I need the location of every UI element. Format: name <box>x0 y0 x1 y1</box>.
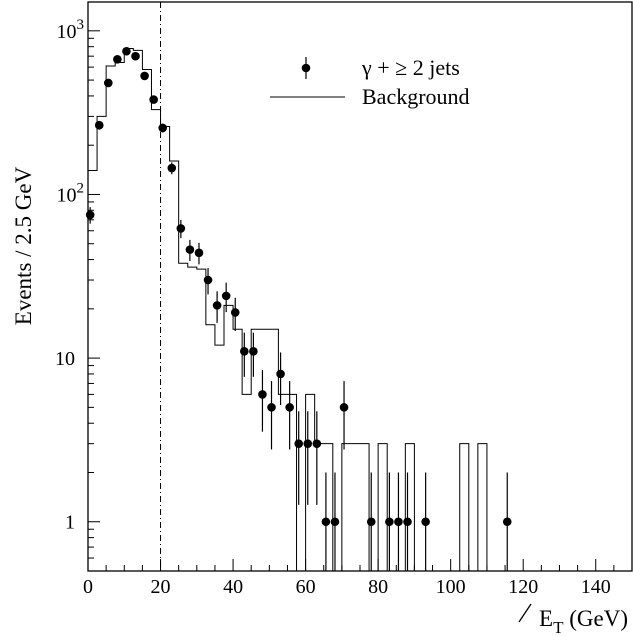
data-point <box>221 291 231 301</box>
data-point <box>113 54 122 64</box>
data-point <box>249 347 258 356</box>
data-point <box>122 46 131 56</box>
data-point <box>276 369 285 379</box>
data-point <box>403 517 412 527</box>
plot-frame <box>87 1 633 572</box>
data-point <box>230 308 240 317</box>
y-tick-label: 1 <box>65 512 75 534</box>
data-point <box>203 275 213 285</box>
x-tick-label: 120 <box>508 576 538 598</box>
data-point <box>149 95 158 104</box>
data-point <box>394 517 403 527</box>
x-axis-title: ET (GeV) <box>539 606 628 636</box>
y-tick-label: 103 <box>57 17 85 43</box>
data-point <box>312 439 322 448</box>
legend-label-data: γ + ≥ 2 jets <box>361 55 460 80</box>
x-tick-label: 140 <box>581 576 611 598</box>
data-point <box>131 51 140 61</box>
data-point <box>94 120 104 130</box>
data-point <box>176 224 186 233</box>
data-point <box>339 403 349 412</box>
data-point <box>212 301 222 310</box>
data-point <box>421 517 430 527</box>
x-tick-label: 60 <box>296 576 316 598</box>
data-point <box>303 439 313 448</box>
data-point <box>167 163 177 173</box>
data-point <box>294 439 304 448</box>
y-axis-title: Events / 2.5 GeV <box>11 166 36 325</box>
y-tick-label: 102 <box>57 180 85 206</box>
data-point <box>140 71 149 81</box>
background-histogram <box>87 47 632 572</box>
data-point <box>502 517 512 527</box>
data-point <box>104 78 113 88</box>
x-tick-label: 100 <box>436 576 466 598</box>
x-tick-label: 80 <box>368 576 388 598</box>
data-point <box>366 517 376 527</box>
x-tick-label: 0 <box>83 576 93 598</box>
y-tick-label: 10 <box>55 348 75 370</box>
x-tick-label: 40 <box>223 576 243 598</box>
legend-label-background: Background <box>362 84 470 109</box>
x-tick-label: 20 <box>151 576 171 598</box>
data-point <box>285 403 294 412</box>
data-point <box>85 210 95 220</box>
plot-content <box>85 2 632 572</box>
data-point <box>267 403 276 412</box>
data-point <box>258 390 267 399</box>
data-point <box>158 123 168 133</box>
missing-et-slash <box>518 603 532 623</box>
data-point <box>321 517 331 527</box>
legend: γ + ≥ 2 jets Background <box>270 55 470 109</box>
data-point <box>194 248 204 258</box>
data-point <box>385 517 394 527</box>
axes: 0 20 40 60 80 100 120 140 1 10 102 103 Events / 2.5 … <box>11 1 633 636</box>
data-point <box>240 347 249 356</box>
legend-point-marker <box>301 63 311 73</box>
data-point <box>330 517 340 527</box>
data-point <box>185 245 195 254</box>
